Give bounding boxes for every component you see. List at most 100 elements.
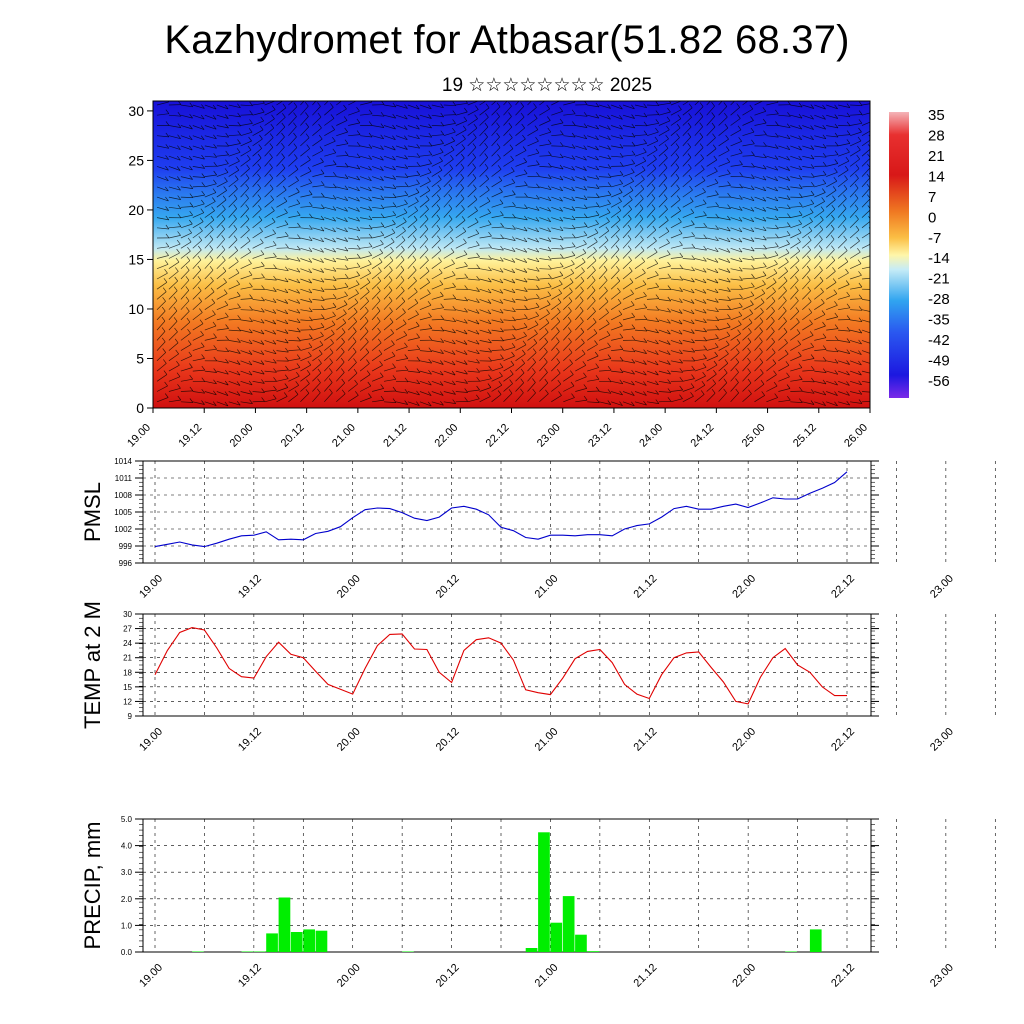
wind-barb xyxy=(276,224,289,229)
wind-barb-tick xyxy=(511,258,516,263)
wind-barb-tick xyxy=(213,379,217,385)
wind-barb xyxy=(563,282,574,290)
wind-barb xyxy=(503,137,513,147)
wind-barb xyxy=(706,258,719,263)
wind-barb-tick xyxy=(546,94,549,98)
wind-barb-tick xyxy=(484,142,488,148)
wind-barb xyxy=(730,118,741,126)
wind-barb xyxy=(622,180,634,188)
wind-barb-tick xyxy=(606,330,611,336)
wind-barb-tick xyxy=(798,145,802,151)
wind-barb-tick xyxy=(702,268,707,273)
wind-barb xyxy=(276,107,287,116)
wind-barb xyxy=(790,270,799,280)
wind-barb xyxy=(646,319,659,323)
wind-barb xyxy=(718,268,731,273)
wind-barb xyxy=(491,375,503,382)
wind-barb-tick xyxy=(376,317,381,322)
wind-barb xyxy=(599,369,612,372)
wind-barb xyxy=(180,145,193,151)
wind-barb-tick xyxy=(667,397,672,402)
wind-barb-tick xyxy=(177,204,182,210)
wind-barb xyxy=(634,329,648,332)
wind-barb-tick xyxy=(392,386,397,392)
wind-barb xyxy=(515,288,528,292)
wind-barb xyxy=(598,114,611,120)
wind-barb-tick xyxy=(535,257,540,263)
wind-barb xyxy=(790,176,803,180)
wind-barb xyxy=(479,212,491,218)
wind-barb-tick xyxy=(332,257,337,263)
wind-barb-tick xyxy=(594,228,599,234)
wind-barb-tick xyxy=(352,347,357,353)
wind-barb xyxy=(515,317,528,321)
wind-barb-tick xyxy=(571,109,576,115)
wind-barb-tick xyxy=(199,319,204,324)
wind-barb-tick xyxy=(821,298,825,304)
wind-barb xyxy=(264,370,277,373)
wind-barb xyxy=(264,221,276,229)
wind-barb xyxy=(240,286,253,290)
wind-barb-tick xyxy=(484,153,488,158)
wind-barb xyxy=(479,288,492,294)
wind-barb xyxy=(395,269,405,280)
wind-barb-tick xyxy=(739,160,743,165)
wind-barb-tick xyxy=(212,124,217,130)
wind-barb xyxy=(312,106,321,116)
wind-barb-tick xyxy=(699,143,704,148)
wind-barb xyxy=(371,261,383,269)
wind-barb-tick xyxy=(343,104,347,110)
wind-barb xyxy=(682,258,695,260)
wind-barb-tick xyxy=(846,121,851,127)
wind-barb-tick xyxy=(545,389,549,395)
wind-barb-tick xyxy=(726,157,731,163)
wind-barb xyxy=(288,329,301,333)
wind-barb xyxy=(395,259,405,269)
wind-barb-tick xyxy=(221,235,225,240)
wind-barb xyxy=(240,340,253,345)
wind-barb xyxy=(336,131,348,137)
x-tick-label: 24.00 xyxy=(637,422,665,450)
wind-barb-tick xyxy=(282,113,286,118)
wind-barb xyxy=(718,185,731,188)
wind-barb-tick xyxy=(200,342,205,347)
wind-barb xyxy=(395,104,408,109)
wind-barb-tick xyxy=(691,356,696,362)
wind-barb xyxy=(730,372,739,382)
wind-barb xyxy=(204,125,217,130)
wind-barb-tick xyxy=(165,196,169,202)
wind-barb-tick xyxy=(572,233,576,239)
x-tick-label: 23.00 xyxy=(535,422,563,450)
wind-barb-tick xyxy=(249,390,253,395)
wind-barb xyxy=(766,145,779,149)
wind-barb-tick xyxy=(511,298,516,303)
wind-barb-tick xyxy=(209,265,214,271)
wind-barb-tick xyxy=(235,165,240,171)
wind-barb-tick xyxy=(726,248,731,253)
wind-barb-tick xyxy=(332,237,336,243)
wind-barb xyxy=(766,166,778,171)
wind-barb xyxy=(754,266,767,270)
wind-barb-tick xyxy=(822,333,827,338)
wind-barb-tick xyxy=(475,309,480,314)
wind-barb-tick xyxy=(377,286,381,291)
wind-barb-tick xyxy=(271,206,275,211)
wind-barb-tick xyxy=(583,185,588,191)
wind-barb xyxy=(431,143,444,147)
wind-barb xyxy=(204,114,217,120)
wind-barb xyxy=(180,206,193,208)
wind-barb xyxy=(312,101,317,106)
wind-barb xyxy=(455,187,464,198)
wind-barb xyxy=(180,223,193,229)
wind-barb-tick xyxy=(173,286,178,291)
wind-barb xyxy=(180,367,193,372)
wind-barb-tick xyxy=(655,127,659,133)
wind-barb xyxy=(539,206,551,212)
wind-barb-tick xyxy=(822,170,827,176)
wind-barb-tick xyxy=(344,227,348,233)
wind-barb xyxy=(527,196,540,200)
wind-barb-tick xyxy=(249,282,253,288)
wind-barb xyxy=(336,196,348,201)
wind-barb-tick xyxy=(559,235,564,241)
wind-barb-tick xyxy=(798,113,803,119)
